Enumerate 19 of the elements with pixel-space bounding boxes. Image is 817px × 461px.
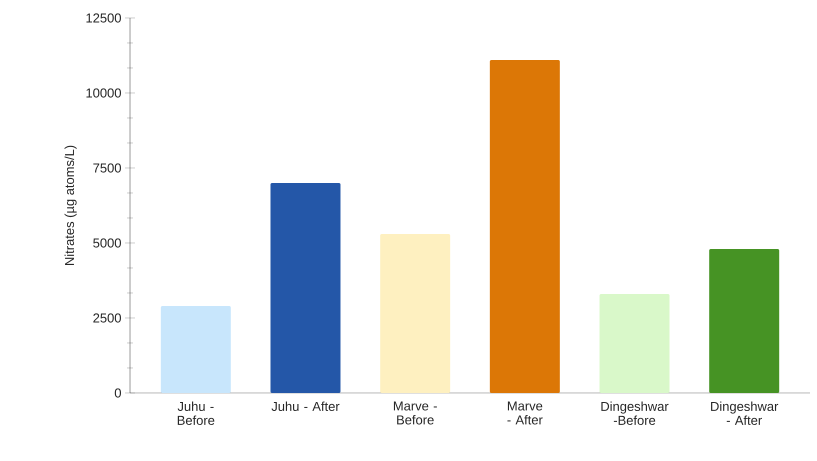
bar (709, 248, 780, 393)
y-tick-label: 0 (114, 388, 121, 398)
y-tick-label: 7500 (93, 163, 121, 173)
bar (490, 60, 560, 393)
bar (380, 234, 450, 393)
y-tick-label: 10000 (86, 88, 121, 98)
x-tick-label: Dingeshwar - After (711, 402, 778, 425)
bar (270, 182, 340, 393)
x-tick-label: Juhu - After (272, 402, 340, 412)
x-tick-label: Dingeshwar -Before (601, 402, 668, 425)
bar (600, 294, 670, 393)
x-tick-label: Marve - Before (394, 402, 437, 424)
bar (160, 306, 231, 393)
y-tick-label: 5000 (93, 238, 121, 248)
y-tick-label: 12500 (86, 13, 121, 23)
y-axis-title: Nitrates (µg atoms/L) (64, 146, 77, 266)
y-tick-label: 2500 (93, 313, 121, 323)
x-tick-label: Juhu - Before (178, 402, 214, 425)
x-tick-label: Marve - After (507, 402, 543, 424)
